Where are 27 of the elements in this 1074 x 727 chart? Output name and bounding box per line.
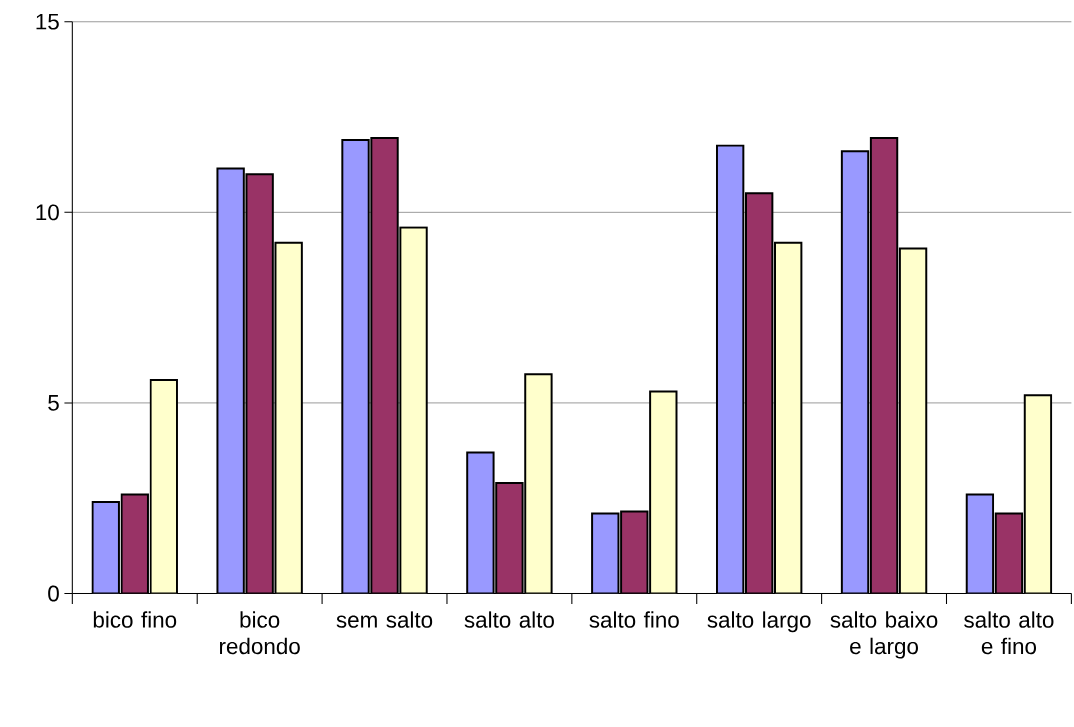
bar — [869, 137, 899, 594]
bar — [715, 144, 745, 594]
bar — [591, 512, 620, 594]
x-tick-label: salto alto e fino — [964, 611, 1054, 655]
y-tick-label: 15 — [36, 13, 59, 30]
x-tick-label: salto baixo e largo — [830, 611, 938, 659]
x-tick-label: bico redondo — [220, 611, 300, 655]
bar — [91, 501, 120, 594]
x-tick-label: salto fino — [589, 611, 679, 628]
bar — [495, 481, 524, 594]
y-tick-label: 5 — [48, 395, 59, 411]
x-tick-label: bico fino — [93, 611, 177, 628]
bar — [965, 493, 995, 594]
bar — [745, 192, 774, 594]
bar — [994, 512, 1024, 594]
x-tick-label: sem salto — [336, 611, 433, 628]
bar — [370, 137, 399, 594]
bar — [120, 493, 149, 594]
x-tick-label: salto largo — [707, 611, 811, 633]
y-tick-label: 10 — [36, 204, 59, 221]
y-tick-label: 0 — [48, 585, 59, 602]
x-tick-label: salto alto — [464, 611, 554, 628]
bar — [341, 138, 370, 594]
bar — [840, 150, 870, 594]
bar — [245, 173, 274, 594]
bar — [216, 167, 245, 594]
bar — [466, 451, 495, 594]
